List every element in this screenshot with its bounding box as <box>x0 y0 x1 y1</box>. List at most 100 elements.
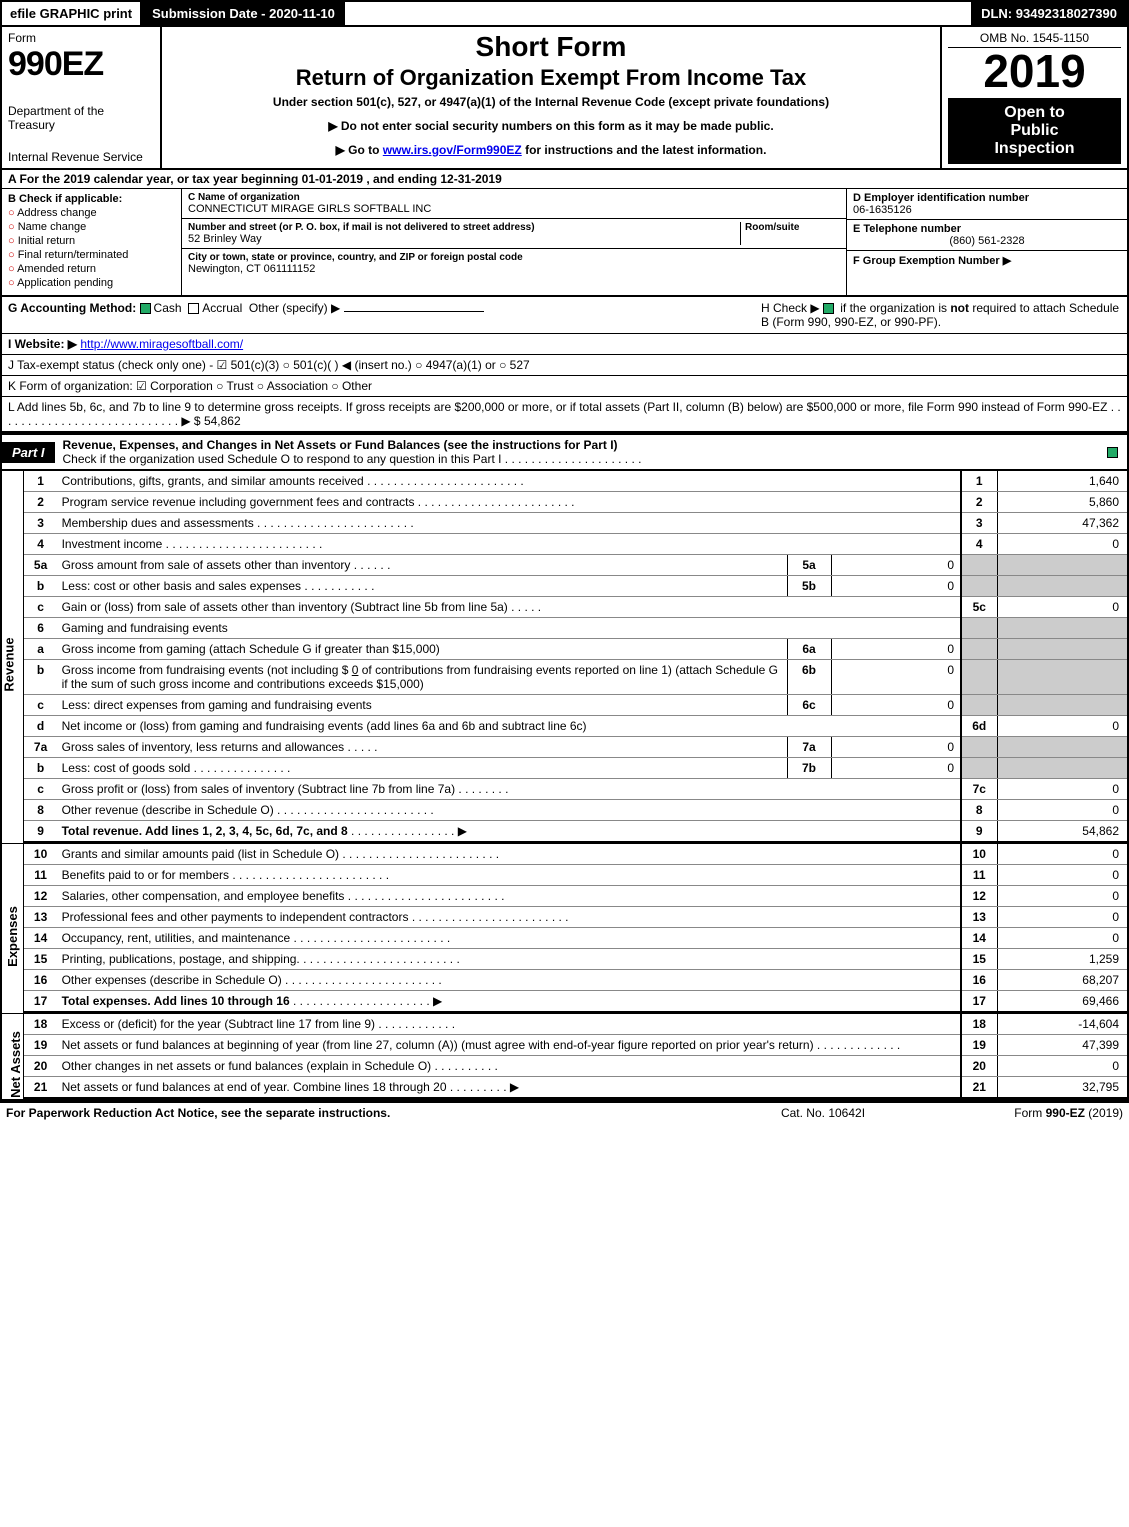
form-header: Form 990EZ Department of the Treasury In… <box>2 27 1127 170</box>
section-bcd: B Check if applicable: Address change Na… <box>2 189 1127 297</box>
table-row: bLess: cost or other basis and sales exp… <box>24 576 1127 597</box>
paperwork-notice: For Paperwork Reduction Act Notice, see … <box>6 1106 723 1120</box>
header-left: Form 990EZ Department of the Treasury In… <box>2 27 162 168</box>
table-row: 19Net assets or fund balances at beginni… <box>24 1035 1127 1056</box>
ein-value: 06-1635126 <box>853 204 1121 216</box>
org-name-cell: C Name of organization CONNECTICUT MIRAG… <box>182 189 846 219</box>
row-g-h: G Accounting Method: Cash Accrual Other … <box>2 297 1127 334</box>
chk-final-return[interactable]: Final return/terminated <box>8 249 175 261</box>
efile-bold: GRAPHIC <box>40 6 104 21</box>
table-row: 10Grants and similar amounts paid (list … <box>24 844 1127 865</box>
submission-date: Submission Date - 2020-11-10 <box>142 2 345 25</box>
header-right: OMB No. 1545-1150 2019 Open to Public In… <box>942 27 1127 168</box>
expenses-table: 10Grants and similar amounts paid (list … <box>24 844 1127 1013</box>
form-990ez-page: efile GRAPHIC print Submission Date - 20… <box>0 0 1129 1101</box>
table-row: 3Membership dues and assessments347,362 <box>24 513 1127 534</box>
return-title: Return of Organization Exempt From Incom… <box>172 65 930 91</box>
website-link[interactable]: http://www.miragesoftball.com/ <box>80 337 243 351</box>
tax-year: 2019 <box>948 48 1121 94</box>
org-name-label: C Name of organization <box>188 192 840 203</box>
addr-cell: Number and street (or P. O. box, if mail… <box>182 219 846 249</box>
irs-link[interactable]: www.irs.gov/Form990EZ <box>383 143 522 157</box>
table-row: 14Occupancy, rent, utilities, and mainte… <box>24 928 1127 949</box>
chk-name-change[interactable]: Name change <box>8 221 175 233</box>
table-row: bGross income from fundraising events (n… <box>24 660 1127 695</box>
group-label: F Group Exemption Number ▶ <box>853 254 1121 267</box>
table-row: 16Other expenses (describe in Schedule O… <box>24 970 1127 991</box>
dln: DLN: 93492318027390 <box>971 2 1127 25</box>
col-b-checkboxes: B Check if applicable: Address change Na… <box>2 189 182 295</box>
tel-cell: E Telephone number (860) 561-2328 <box>847 220 1127 251</box>
chk-address-change[interactable]: Address change <box>8 207 175 219</box>
table-row: cGross profit or (loss) from sales of in… <box>24 779 1127 800</box>
net-assets-table: 18Excess or (deficit) for the year (Subt… <box>24 1014 1127 1099</box>
city-label: City or town, state or province, country… <box>188 252 840 263</box>
part1-tag: Part I <box>2 442 55 463</box>
table-row: dNet income or (loss) from gaming and fu… <box>24 716 1127 737</box>
header-middle: Short Form Return of Organization Exempt… <box>162 27 942 168</box>
chk-cash[interactable] <box>140 303 151 314</box>
table-row: 1Contributions, gifts, grants, and simil… <box>24 471 1127 492</box>
row-a-tax-year: A For the 2019 calendar year, or tax yea… <box>2 170 1127 189</box>
addr-label: Number and street (or P. O. box, if mail… <box>188 222 740 233</box>
revenue-vlabel: Revenue <box>2 471 24 843</box>
table-row: 17Total expenses. Add lines 10 through 1… <box>24 991 1127 1013</box>
efile-pre: efile <box>10 6 40 21</box>
table-row: 8Other revenue (describe in Schedule O)8… <box>24 800 1127 821</box>
short-form-title: Short Form <box>172 31 930 63</box>
tel-label: E Telephone number <box>853 223 1121 235</box>
dept-treasury: Department of the Treasury <box>8 104 154 132</box>
chk-initial-return[interactable]: Initial return <box>8 235 175 247</box>
col-d-ids: D Employer identification number 06-1635… <box>847 189 1127 295</box>
goto-line: ▶ Go to www.irs.gov/Form990EZ for instru… <box>172 143 930 157</box>
chk-amended-return[interactable]: Amended return <box>8 263 175 275</box>
form-number: 990EZ <box>8 45 154 84</box>
part1-schedule-o-check <box>1101 442 1127 462</box>
open-to-public: Open to Public Inspection <box>948 98 1121 164</box>
part1-header: Part I Revenue, Expenses, and Changes in… <box>2 433 1127 470</box>
row-j-tax-exempt: J Tax-exempt status (check only one) - ☑… <box>2 355 1127 376</box>
city-cell: City or town, state or province, country… <box>182 249 846 278</box>
group-cell: F Group Exemption Number ▶ <box>847 251 1127 270</box>
org-name: CONNECTICUT MIRAGE GIRLS SOFTBALL INC <box>188 203 840 215</box>
table-row: 5aGross amount from sale of assets other… <box>24 555 1127 576</box>
table-row: aGross income from gaming (attach Schedu… <box>24 639 1127 660</box>
page-footer: For Paperwork Reduction Act Notice, see … <box>0 1101 1129 1123</box>
b-title: B Check if applicable: <box>8 193 175 205</box>
no-ssn-line: ▶ Do not enter social security numbers o… <box>172 119 930 133</box>
part1-title: Revenue, Expenses, and Changes in Net As… <box>55 435 1101 469</box>
ein-label: D Employer identification number <box>853 192 1121 204</box>
room-label: Room/suite <box>745 222 840 233</box>
row-i-website: I Website: ▶ http://www.miragesoftball.c… <box>2 334 1127 355</box>
revenue-table: 1Contributions, gifts, grants, and simil… <box>24 471 1127 843</box>
row-l-gross-receipts: L Add lines 5b, 6c, and 7b to line 9 to … <box>2 397 1127 433</box>
table-row: 12Salaries, other compensation, and empl… <box>24 886 1127 907</box>
table-row: 4Investment income40 <box>24 534 1127 555</box>
expenses-section: Expenses 10Grants and similar amounts pa… <box>2 843 1127 1013</box>
table-row: 15Printing, publications, postage, and s… <box>24 949 1127 970</box>
revenue-section: Revenue 1Contributions, gifts, grants, a… <box>2 470 1127 843</box>
chk-accrual[interactable] <box>188 303 199 314</box>
table-row: 13Professional fees and other payments t… <box>24 907 1127 928</box>
topbar-spacer <box>345 2 971 25</box>
tel-value: (860) 561-2328 <box>853 235 1121 247</box>
table-row: 20Other changes in net assets or fund ba… <box>24 1056 1127 1077</box>
city-value: Newington, CT 061111152 <box>188 263 840 275</box>
table-row: cLess: direct expenses from gaming and f… <box>24 695 1127 716</box>
efile-suf: print <box>103 6 132 21</box>
efile-print[interactable]: efile GRAPHIC print <box>2 2 142 25</box>
form-word: Form <box>8 31 154 45</box>
form-id: Form 990-EZ (2019) <box>923 1106 1123 1120</box>
table-row: 7aGross sales of inventory, less returns… <box>24 737 1127 758</box>
chk-h[interactable] <box>823 303 834 314</box>
chk-application-pending[interactable]: Application pending <box>8 277 175 289</box>
gross-receipts-amount: 54,862 <box>204 414 241 428</box>
table-row: 6Gaming and fundraising events <box>24 618 1127 639</box>
table-row: 21Net assets or fund balances at end of … <box>24 1077 1127 1099</box>
chk-part1-o[interactable] <box>1107 447 1118 458</box>
table-row: 18Excess or (deficit) for the year (Subt… <box>24 1014 1127 1035</box>
other-specify-line[interactable] <box>344 311 484 312</box>
h-schedule-b: H Check ▶ if the organization is not req… <box>761 301 1121 329</box>
net-assets-section: Net Assets 18Excess or (deficit) for the… <box>2 1013 1127 1099</box>
addr-value: 52 Brinley Way <box>188 233 740 245</box>
